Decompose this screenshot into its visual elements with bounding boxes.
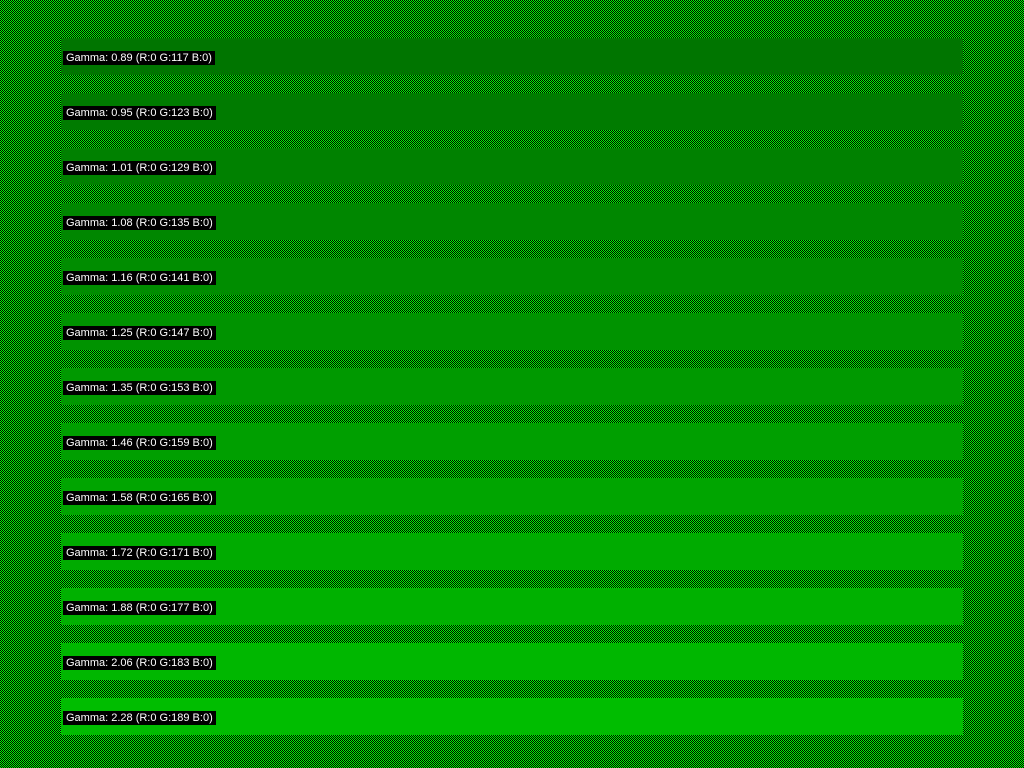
gamma-bar-label: Gamma: 2.06 (R:0 G:183 B:0)	[63, 656, 216, 670]
gamma-bar: Gamma: 2.06 (R:0 G:183 B:0)	[61, 643, 963, 680]
gamma-bar-label: Gamma: 1.58 (R:0 G:165 B:0)	[63, 491, 216, 505]
gamma-bar-label: Gamma: 2.28 (R:0 G:189 B:0)	[63, 711, 216, 725]
gamma-bar: Gamma: 0.89 (R:0 G:117 B:0)	[61, 38, 963, 75]
gamma-bar: Gamma: 1.46 (R:0 G:159 B:0)	[61, 423, 963, 460]
gamma-bar-label: Gamma: 1.72 (R:0 G:171 B:0)	[63, 546, 216, 560]
gamma-bar-label: Gamma: 1.01 (R:0 G:129 B:0)	[63, 161, 216, 175]
gamma-bar: Gamma: 1.16 (R:0 G:141 B:0)	[61, 258, 963, 295]
gamma-bar-label: Gamma: 1.35 (R:0 G:153 B:0)	[63, 381, 216, 395]
gamma-bar: Gamma: 1.88 (R:0 G:177 B:0)	[61, 588, 963, 625]
gamma-bar-label: Gamma: 1.08 (R:0 G:135 B:0)	[63, 216, 216, 230]
gamma-bar-label: Gamma: 1.16 (R:0 G:141 B:0)	[63, 271, 216, 285]
gamma-bar-label: Gamma: 0.89 (R:0 G:117 B:0)	[63, 51, 215, 65]
gamma-bar: Gamma: 1.25 (R:0 G:147 B:0)	[61, 313, 963, 350]
gamma-bar-label: Gamma: 1.46 (R:0 G:159 B:0)	[63, 436, 216, 450]
gamma-bar: Gamma: 0.95 (R:0 G:123 B:0)	[61, 93, 963, 130]
gamma-bar-label: Gamma: 0.95 (R:0 G:123 B:0)	[63, 106, 216, 120]
gamma-bar-label: Gamma: 1.88 (R:0 G:177 B:0)	[63, 601, 216, 615]
gamma-bar: Gamma: 1.35 (R:0 G:153 B:0)	[61, 368, 963, 405]
gamma-bar: Gamma: 1.08 (R:0 G:135 B:0)	[61, 203, 963, 240]
gamma-bar: Gamma: 1.01 (R:0 G:129 B:0)	[61, 148, 963, 185]
gamma-bar: Gamma: 1.72 (R:0 G:171 B:0)	[61, 533, 963, 570]
gamma-bar: Gamma: 2.28 (R:0 G:189 B:0)	[61, 698, 963, 735]
gamma-bar: Gamma: 1.58 (R:0 G:165 B:0)	[61, 478, 963, 515]
gamma-bar-label: Gamma: 1.25 (R:0 G:147 B:0)	[63, 326, 216, 340]
